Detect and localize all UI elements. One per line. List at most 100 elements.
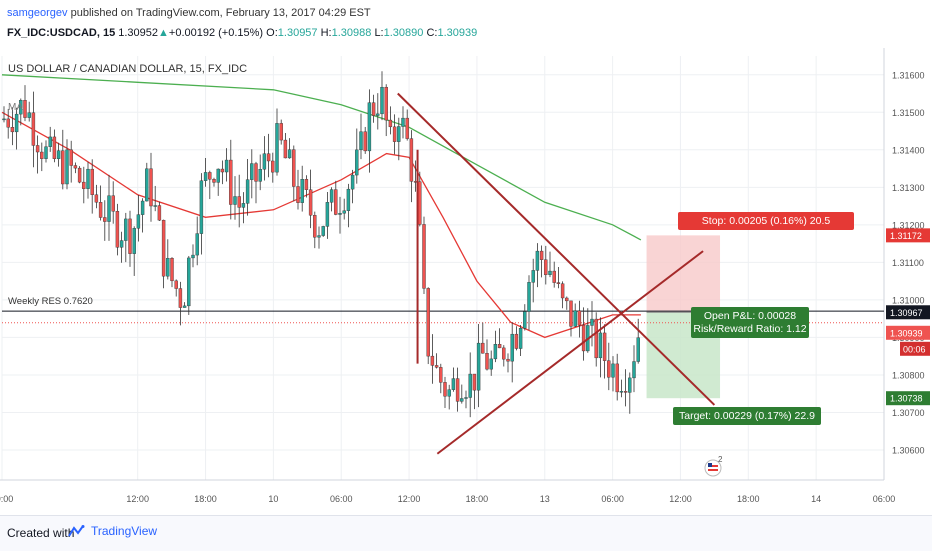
candle-body (111, 195, 115, 212)
candle-body (73, 165, 78, 169)
candle-body (182, 305, 187, 308)
candle-body (19, 100, 23, 115)
candle-body (208, 172, 212, 180)
x-tick-label: 18:00 (737, 494, 760, 504)
candle-body (514, 333, 519, 349)
candle-body (527, 282, 531, 312)
events-count: 2 (718, 455, 723, 464)
x-tick-label: 14 (811, 494, 821, 504)
candle-body (581, 324, 586, 352)
close-value: 1.30939 (437, 27, 478, 39)
candle-body (119, 240, 124, 248)
candle-body (539, 250, 544, 260)
y-tick-label: 1.31300 (892, 183, 925, 193)
candle-body (6, 118, 10, 128)
candle-body (86, 168, 90, 189)
author-link[interactable]: samgeorgev (7, 7, 68, 19)
x-tick-label: 12:00 (398, 494, 421, 504)
candle-body (607, 360, 611, 378)
candle-body (493, 344, 498, 360)
last-price: 1.30952 (118, 27, 159, 39)
candle-body (132, 228, 136, 254)
y-tick-label: 1.31400 (892, 145, 925, 155)
candle-body (481, 342, 485, 354)
candle-body (103, 217, 107, 222)
chart-area[interactable]: 1.31600 1.31500 1.31400 1.31300 1.31200 1.311… (0, 48, 932, 515)
candle-body (573, 310, 577, 327)
open-pl-label-text: Open P&L: 0.00028 (704, 310, 796, 322)
candle-body (115, 211, 120, 248)
price-chart[interactable]: 1.316001.315001.314001.313001.312001.311… (0, 48, 932, 515)
y-tick-label: 1.31600 (892, 70, 925, 80)
close-label: C: (426, 27, 438, 39)
candle-body (212, 179, 216, 183)
stop-price-tag-text: 1.31172 (890, 231, 922, 241)
candle-body (552, 270, 556, 283)
candle-body (548, 270, 552, 275)
tradingview-logo-icon (68, 525, 85, 537)
candle-body (376, 113, 380, 116)
y-tick-label: 1.31500 (892, 108, 925, 118)
candle-body (300, 179, 304, 203)
candle-body (94, 194, 99, 203)
candle-body (44, 146, 48, 159)
candle-body (489, 358, 493, 370)
candle-body (371, 102, 376, 116)
high-label: H: (320, 27, 332, 39)
candle-body (342, 210, 346, 214)
candle-body (409, 138, 414, 182)
last-price-tag-box (886, 325, 930, 340)
candle-body (2, 118, 6, 121)
chart-header: samgeorgev published on TradingView.com,… (0, 0, 932, 48)
candle-body (241, 203, 246, 208)
candle-body (145, 168, 149, 202)
candle-body (275, 123, 279, 173)
candle-body (325, 202, 330, 227)
candle-body (203, 172, 208, 181)
candle-body (292, 149, 296, 187)
x-tick-label: 00:00 (0, 494, 13, 504)
candle-body (77, 167, 82, 183)
open-pl-label-box (691, 307, 809, 338)
ma-fast-line (1, 111, 641, 339)
candle-body (40, 151, 44, 159)
created-with-text: Created with (7, 526, 75, 540)
candle-body (602, 332, 607, 361)
candle-body (523, 311, 527, 329)
candle-body (476, 342, 481, 391)
candle-body (451, 378, 456, 390)
candle-body (426, 288, 430, 357)
candle-body (502, 347, 506, 360)
candle-body (31, 112, 36, 146)
candle-body (611, 363, 615, 378)
publish-line: samgeorgev published on TradingView.com,… (7, 7, 371, 19)
candle-body (397, 126, 401, 142)
candle-body (468, 373, 472, 398)
candle-body (107, 195, 111, 222)
candle-body (632, 361, 636, 379)
candle-body (392, 126, 397, 142)
candle-body (65, 149, 69, 185)
symbol-name: FX_IDC:USDCAD, 15 (7, 27, 116, 39)
candle-body (405, 117, 409, 139)
target-price-tag-box (886, 391, 930, 406)
stop-label-box (678, 212, 854, 230)
candle-body (329, 189, 334, 203)
candle-body (187, 257, 191, 307)
candle-body (166, 258, 170, 277)
y-tick-label: 1.31100 (892, 258, 924, 268)
candle-body (455, 378, 460, 402)
candle-body (447, 389, 451, 397)
last-price-tag-text: 1.30939 (890, 328, 923, 338)
high-value: 1.30988 (331, 27, 372, 39)
tradingview-link[interactable]: TradingView (68, 524, 157, 538)
candle-body (287, 149, 292, 159)
symbol-line: FX_IDC:USDCAD, 15 1.30952▲+0.00192 (+0.1… (7, 27, 477, 39)
candle-body (598, 332, 603, 359)
x-tick-label: 18:00 (194, 494, 217, 504)
candle-body (560, 283, 565, 299)
candle-body (313, 215, 317, 238)
candle-body (623, 391, 628, 393)
candle-body (90, 168, 94, 195)
open-pl-label-text: Risk/Reward Ratio: 1.12 (693, 323, 806, 335)
